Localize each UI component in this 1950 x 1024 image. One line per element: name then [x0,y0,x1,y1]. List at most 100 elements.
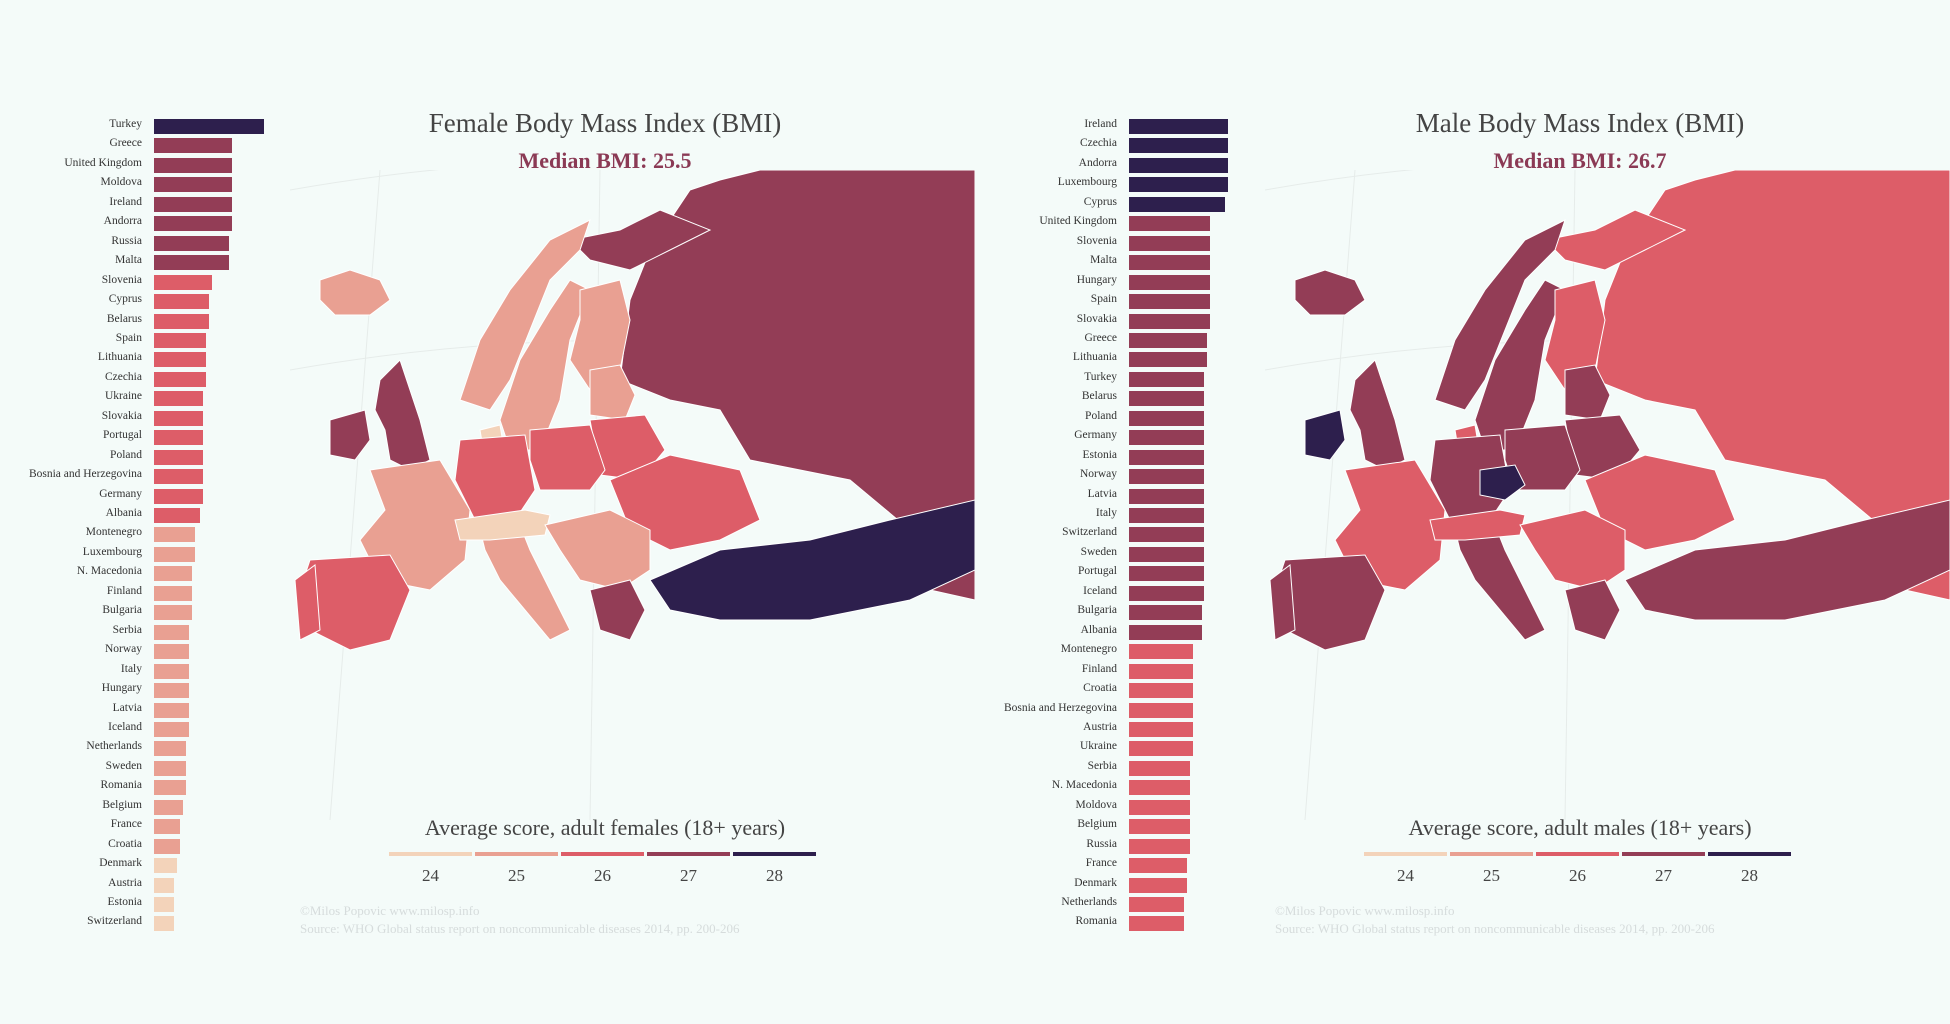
bar-label: Slovenia [1076,234,1117,247]
bar-label: Bosnia and Herzegovina [28,468,142,481]
bar [154,624,189,640]
bar-label: Slovenia [101,273,142,286]
bar [1129,410,1205,426]
bar [1129,352,1208,368]
legend-swatch [1536,852,1619,856]
legend-tick-label: 27 [680,866,697,885]
bar [1129,838,1190,854]
balkans-region [544,509,651,591]
czechia-region [1479,464,1526,501]
balkans-region [1519,509,1626,591]
bar [1129,858,1187,874]
source-text: Source: WHO Global status report on nonc… [1275,921,1715,936]
bar-label: Belarus [106,312,142,325]
bar [154,916,174,932]
turkey-region [649,499,975,621]
bar-label: Czechia [1079,137,1117,150]
bar-label: United Kingdom [1039,215,1117,228]
bar-label: Netherlands [86,740,142,753]
bar [154,897,174,912]
bar [154,780,186,796]
portugal-region [1269,564,1296,641]
bar [1129,799,1190,815]
bar-label: Italy [1095,507,1117,519]
bar-label: Turkey [1084,370,1117,383]
female-map-subtitle: Median BMI: 25.5 [518,148,692,173]
bar [154,313,210,329]
bar-label: Malta [1090,254,1117,267]
legend-tick-label: 24 [422,866,439,885]
male-map-subtitle: Median BMI: 26.7 [1493,148,1667,173]
bar [154,157,233,173]
bar-label: Malta [115,254,142,267]
legend-swatch [647,852,730,856]
bar [154,702,189,718]
male-europe-map [1265,170,1950,820]
bar-label: Hungary [101,682,142,695]
legend-swatch [475,852,558,856]
bar-label: Bulgaria [1077,604,1117,617]
bar-label: Croatia [1083,682,1117,695]
bar [154,741,186,757]
bar-label: Luxembourg [82,545,142,558]
baltics-region [1564,364,1611,421]
bar-label: Ireland [1084,118,1117,130]
bar [154,410,204,426]
portugal-region [294,564,321,641]
legend-tick-label: 28 [766,866,783,885]
male-legend-title: Average score, adult males (18+ years) [1408,815,1752,840]
bar-label: Russia [1086,837,1117,850]
credit-text: ©Milos Popovic www.milosp.info [300,903,480,918]
bar-label: Ukraine [1079,740,1117,753]
bar-label: Poland [1085,409,1117,422]
bar-label: Montenegro [1060,643,1117,656]
bar-label: Russia [111,234,142,247]
bar-label: Montenegro [85,526,142,539]
bar-label: Norway [1079,468,1117,481]
bar [1129,683,1193,699]
bar [154,196,233,212]
bar [154,119,265,134]
bar [1129,235,1211,251]
bar [1129,916,1185,932]
bar-label: Poland [110,448,142,461]
bar-label: Latvia [112,701,142,714]
legend-tick-label: 25 [508,866,525,885]
bar [1129,469,1205,485]
poland-region [529,424,606,491]
bar [1129,430,1205,446]
bar-label: Finland [1081,662,1117,675]
bar-label: Belgium [102,798,142,811]
bar [154,469,204,485]
bar-label: Portugal [1078,565,1117,578]
bar [154,255,230,271]
uk-region [374,359,431,471]
bar-label: Germany [1074,429,1117,442]
female-panel: Turkey Greece United Kingdom Moldova Ireland… [28,108,975,936]
legend-swatch [389,852,472,856]
bar [154,216,233,232]
bar-label: Belarus [1081,390,1117,403]
bar-label: Croatia [108,837,142,850]
bar [154,663,189,679]
bar [1129,605,1202,621]
bar-label: Romania [1075,915,1117,928]
bar [1129,819,1190,835]
greece-region [589,579,646,641]
ireland-region [329,409,371,461]
bar [1129,119,1228,134]
bar [1129,138,1228,154]
bar-label: Iceland [1083,584,1117,597]
bar [1129,663,1193,679]
baltics-region [589,364,636,421]
male-panel: Ireland Czechia Andorra Luxembourg Cyprus Uni… [975,0,1950,1024]
bar-label: Denmark [99,857,142,870]
bar [1129,157,1228,173]
bar [1129,313,1211,329]
bar-label: Austria [1083,720,1117,733]
italy-region [1454,524,1546,641]
bar [1129,721,1193,737]
bar [154,508,201,523]
bar [1129,274,1211,290]
bar [1129,877,1187,893]
